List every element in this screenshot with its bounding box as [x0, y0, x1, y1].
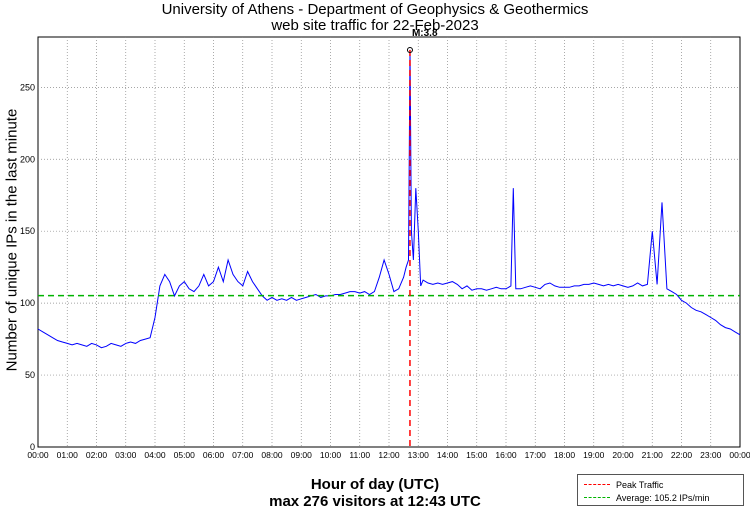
x-tick-label: 02:00 — [86, 450, 108, 460]
x-tick-label: 00:00 — [729, 450, 750, 460]
x-tick-label: 00:00 — [27, 450, 49, 460]
traffic-series-line — [37, 49, 741, 349]
x-tick-label: 21:00 — [642, 450, 664, 460]
x-tick-label: 13:00 — [408, 450, 430, 460]
peak-swatch — [584, 484, 610, 485]
x-tick-label: 14:00 — [437, 450, 459, 460]
x-tick-label: 16:00 — [495, 450, 517, 460]
legend-peak-label: Peak Traffic — [616, 479, 664, 490]
x-tick-label: 03:00 — [115, 450, 137, 460]
overlay-layer: M:3.8 — [38, 28, 740, 447]
x-tick-label: 17:00 — [525, 450, 547, 460]
y-tick-label: 100 — [20, 298, 35, 308]
peak-marker — [406, 46, 413, 53]
x-tick-label: 08:00 — [261, 450, 283, 460]
x-tick-label: 22:00 — [671, 450, 693, 460]
legend-item-average: Average: 105.2 IPs/min — [578, 491, 709, 504]
peak-annotation: M:3.8 — [412, 28, 438, 39]
x-tick-label: 10:00 — [320, 450, 342, 460]
y-tick-label: 150 — [20, 226, 35, 236]
x-tick-label: 04:00 — [144, 450, 166, 460]
x-tick-label: 01:00 — [57, 450, 79, 460]
x-tick-label: 18:00 — [554, 450, 576, 460]
y-tick-label: 200 — [20, 154, 35, 164]
y-tick-label: 250 — [20, 82, 35, 92]
legend-item-peak: Peak Traffic — [578, 478, 663, 491]
x-tick-label: 11:00 — [349, 450, 370, 460]
y-tick-label: 0 — [30, 442, 35, 452]
chart-title: University of Athens - Department of Geo… — [161, 1, 589, 18]
y-tick-label: 50 — [25, 370, 35, 380]
x-tick-label: 20:00 — [612, 450, 634, 460]
chart-subtitle: web site traffic for 22-Feb-2023 — [271, 17, 479, 34]
average-swatch — [584, 497, 610, 498]
series-layer — [37, 49, 741, 349]
x-tick-label: 07:00 — [232, 450, 254, 460]
x-tick-label: 12:00 — [378, 450, 400, 460]
max-summary: max 276 visitors at 12:43 UTC — [269, 493, 481, 510]
y-axis-label: Number of unique IPs in the last minute — [3, 108, 21, 372]
x-tick-label: 19:00 — [583, 450, 605, 460]
x-tick-label: 06:00 — [203, 450, 225, 460]
x-axis-label: Hour of day (UTC) — [310, 476, 440, 493]
grid — [38, 37, 740, 447]
axis-ticks: 0 50 100 150 200 250 00:00 01:00 02:00 03:00 04:00… — [20, 82, 750, 460]
x-tick-label: 23:00 — [700, 450, 722, 460]
legend-average-label: Average: 105.2 IPs/min — [616, 492, 710, 503]
x-tick-label: 15:00 — [466, 450, 488, 460]
legend: Peak Traffic Average: 105.2 IPs/min — [577, 474, 744, 506]
x-tick-label: 05:00 — [174, 450, 196, 460]
x-tick-label: 09:00 — [291, 450, 313, 460]
